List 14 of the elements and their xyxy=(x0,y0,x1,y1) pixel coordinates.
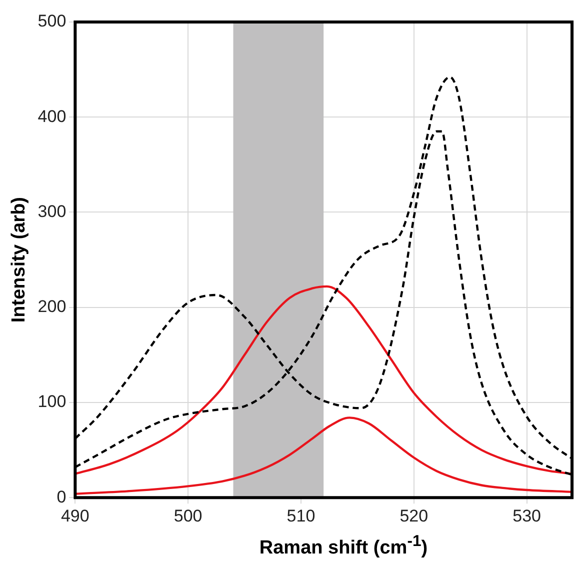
x-tick-label: 510 xyxy=(286,506,316,526)
y-tick-label: 100 xyxy=(38,392,66,412)
x-tick-label: 520 xyxy=(400,506,428,526)
line-series xyxy=(75,416,572,495)
y-tick-label: 200 xyxy=(38,297,66,316)
x-tick-label: 500 xyxy=(174,506,202,526)
y-tick-label: 400 xyxy=(38,106,66,126)
y-tick-label: 300 xyxy=(38,202,66,221)
y-tick-label: 0 xyxy=(56,487,66,506)
x-axis-title: Raman shift (cm$^{-1}$) xyxy=(258,533,429,560)
y-axis-title: Intensity (arb) xyxy=(8,196,30,323)
x-tick-label: 530 xyxy=(512,506,542,526)
y-tick-label: 500 xyxy=(38,12,66,31)
x-tick-label: 490 xyxy=(60,506,90,526)
